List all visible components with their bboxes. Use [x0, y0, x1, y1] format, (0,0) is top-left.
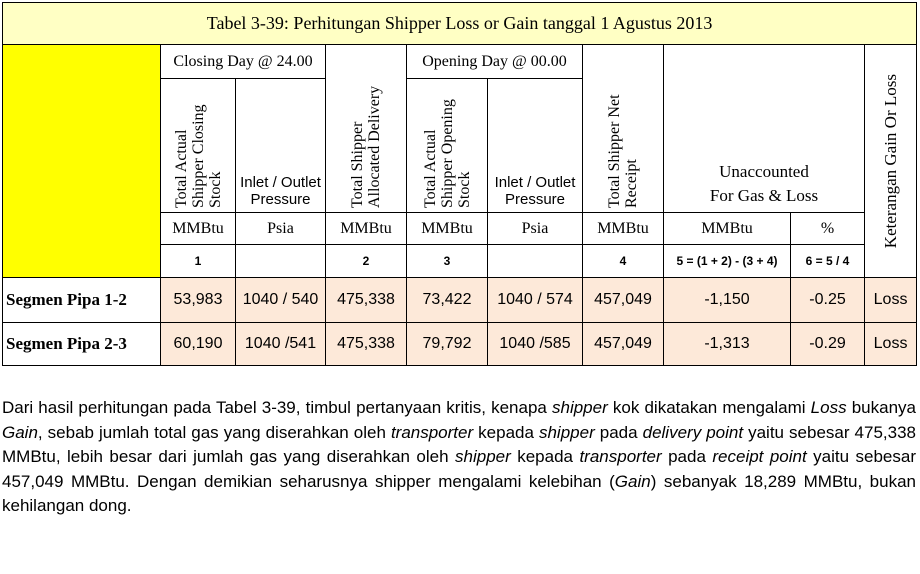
italic-text: shipper	[551, 398, 608, 417]
text: ) sebanyak 18,289 MMBtu, bukan kehilanga…	[2, 471, 917, 516]
unit: MMBtu	[160, 212, 236, 245]
column-number: 6 = 5 / 4	[790, 244, 865, 278]
cell: -0.25	[790, 277, 865, 323]
paragraph: Dari hasil perhitungan pada Tabel 3-39, …	[2, 396, 916, 519]
loss-gain-table: Tabel 3-39: Perhitungan Shipper Loss or …	[1, 2, 918, 366]
cell: Loss	[863, 322, 918, 366]
column-number: 4	[582, 244, 664, 278]
cell: 53,983	[160, 277, 236, 323]
column-header: Total Actual Shipper Opening Stock	[406, 78, 488, 213]
column-header: Inlet / Outlet Pressure	[235, 78, 326, 213]
italic-text: Loss	[810, 398, 847, 417]
column-header: Total Shipper Allocated Delivery	[325, 44, 407, 213]
column-number	[235, 244, 326, 278]
text: kepada	[510, 447, 580, 467]
text: bukanya	[846, 398, 916, 417]
data-row: Segmen Pipa 1-2 53,983 1040 / 540 475,338 73…	[2, 277, 918, 323]
column-number: 1	[160, 244, 236, 278]
column-header: Total Actual Shipper Closing Stock	[160, 78, 236, 213]
column-number: 2	[325, 244, 407, 278]
header-text: Unaccounted For Gas & Loss	[709, 162, 819, 205]
cell: 79,792	[406, 322, 488, 366]
cell: -1,150	[663, 277, 791, 323]
italic-text: transporter	[579, 447, 662, 467]
header-text: Total Actual Shipper Closing Stock	[172, 104, 224, 208]
cell: 60,190	[160, 322, 236, 366]
group-header: Closing Day @ 24.00	[160, 44, 326, 79]
header-text: Total Shipper Net Receipt	[606, 94, 640, 208]
cell: 475,338	[325, 277, 407, 323]
cell: Loss	[863, 277, 918, 323]
cell: 475,338	[325, 322, 407, 366]
row-label: Segmen Pipa 1-2	[2, 277, 161, 323]
row-label: Segmen Pipa 2-3	[2, 322, 161, 366]
italic-text: Gain	[614, 471, 651, 491]
italic-text: transporter	[390, 422, 474, 442]
cell: 1040 /585	[487, 322, 583, 366]
column-header: Unaccounted For Gas & Loss	[663, 44, 865, 213]
cell: 73,422	[406, 277, 488, 323]
cell: -1,313	[663, 322, 791, 366]
text: yaitu sebesar 475,338 MMBtu, lebih besar…	[2, 422, 916, 467]
data-row: Segmen Pipa 2-3 60,190 1040 /541 475,338 79,…	[2, 322, 918, 366]
cell: 457,049	[582, 277, 664, 323]
column-header: Inlet / Outlet Pressure	[487, 78, 583, 213]
text: Dari hasil perhitungan pada Tabel 3-39, …	[2, 398, 552, 417]
italic-text: delivery point	[642, 422, 744, 442]
unit: MMBtu	[325, 212, 407, 245]
table-title: Tabel 3-39: Perhitungan Shipper Loss or …	[1, 2, 918, 45]
unit: MMBtu	[406, 212, 488, 245]
text: kok dikatakan mengalami	[607, 398, 811, 417]
italic-text: Gain	[2, 422, 38, 442]
cell: 1040 /541	[235, 322, 326, 366]
italic-text: receipt point	[712, 447, 807, 467]
unit: %	[790, 212, 865, 245]
header-text: Keterangan Gain Or Loss	[880, 73, 900, 249]
text: pada	[661, 447, 713, 467]
unit: Psia	[487, 212, 583, 245]
corner-cell	[2, 44, 161, 278]
italic-text: shipper	[538, 422, 595, 442]
unit: Psia	[235, 212, 326, 245]
column-number: 5 = (1 + 2) - (3 + 4)	[663, 244, 791, 278]
text: pada	[594, 422, 643, 442]
column-number: 3	[406, 244, 488, 278]
column-header: Keterangan Gain Or Loss	[863, 44, 918, 278]
cell: -0.29	[790, 322, 865, 366]
text: kepada	[473, 422, 539, 442]
text: yaitu sebesar 457,049 MMBtu. Dengan demi…	[2, 447, 916, 491]
group-header: Opening Day @ 00.00	[406, 44, 583, 79]
column-number	[487, 244, 583, 278]
cell: 1040 / 574	[487, 277, 583, 323]
header-text: Total Actual Shipper Opening Stock	[421, 99, 473, 208]
header-text: Total Shipper Allocated Delivery	[349, 85, 383, 208]
cell: 1040 / 540	[235, 277, 326, 323]
italic-text: shipper	[455, 447, 511, 467]
column-header: Total Shipper Net Receipt	[582, 44, 664, 213]
cell: 457,049	[582, 322, 664, 366]
text: , sebab jumlah total gas yang diserahkan…	[37, 422, 391, 442]
unit: MMBtu	[582, 212, 664, 245]
unit: MMBtu	[663, 212, 791, 245]
